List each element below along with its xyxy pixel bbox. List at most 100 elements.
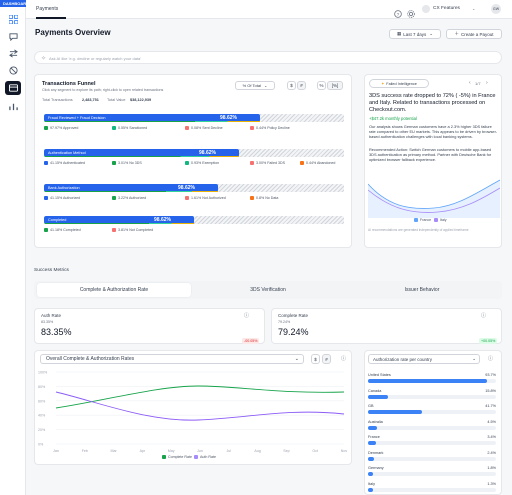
funnel-stage-track[interactable]	[44, 184, 344, 192]
rates-chart-select[interactable]: Overall Complete & Authorization Rates ⌄	[40, 354, 304, 364]
country-name: France	[368, 435, 380, 439]
svg-text:?: ?	[397, 12, 400, 18]
y-tick-label: 100%	[38, 371, 48, 375]
funnel-stage-item[interactable]: 97.97% Approved	[44, 126, 78, 131]
funnel-stage-item[interactable]: 41.15% Authenticated	[44, 161, 85, 166]
rates-toggle-count[interactable]: #	[322, 354, 331, 364]
ask-ai-input[interactable]: ✧ Ask AI like 'e.g. decline or regularly…	[34, 51, 502, 64]
tab-payments[interactable]: Payments	[36, 6, 59, 12]
auth-rate-delta: -00.05%	[242, 338, 260, 344]
funnel-stage-item-label: 3.00% Failed 3DS	[256, 161, 285, 165]
funnel-stage-item[interactable]: 0.55% Sanctioned	[112, 126, 147, 131]
help-icon[interactable]: ?	[394, 5, 402, 18]
legend-swatch	[44, 196, 48, 201]
funnel-stage-percent: 98.62%	[178, 185, 195, 191]
country-value: 15.8%	[485, 388, 496, 393]
toggle-percent[interactable]: %	[317, 81, 326, 90]
funnel-mode-select[interactable]: % Of Total ⌄	[235, 81, 275, 90]
country-row[interactable]: United States 93.7%	[368, 373, 496, 385]
y-tick-label: 40%	[38, 414, 46, 418]
settings-icon[interactable]	[407, 5, 415, 18]
tab-issuer-behavior[interactable]: Issuer Behavior	[404, 287, 440, 293]
funnel-stage-strip	[44, 190, 218, 192]
country-row[interactable]: Canada 15.8%	[368, 389, 496, 401]
next-icon[interactable]: ›	[486, 80, 488, 86]
create-payout-button[interactable]: ＋ Create a Payout	[446, 29, 502, 39]
country-row[interactable]: Italy 1.3%	[368, 482, 496, 494]
funnel-stage-item[interactable]: 0.08% Sent Decline	[185, 126, 223, 131]
intel-pager: 1/7	[475, 81, 481, 86]
country-name: Italy	[368, 481, 375, 486]
toggle-count[interactable]: #	[297, 81, 306, 90]
funnel-stage-item[interactable]: 3.01% No 3DS	[112, 161, 142, 166]
country-row[interactable]: GB 41.7%	[368, 404, 496, 416]
toggle-dollar[interactable]: $	[287, 81, 296, 90]
auth-rate-card	[34, 308, 265, 344]
legend-swatch	[185, 161, 189, 166]
transfer-icon[interactable]	[7, 47, 19, 59]
payments-icon[interactable]	[5, 81, 21, 95]
y-tick-label: 80%	[38, 385, 46, 389]
country-bar	[368, 425, 377, 430]
legend-swatch	[185, 196, 189, 201]
tab-complete-authorization[interactable]: Complete & Authorization Rate	[37, 283, 191, 297]
x-tick-label: Oct	[312, 449, 318, 453]
complete-rate-label: Complete Rate	[278, 313, 309, 318]
total-value-label: Total Value	[107, 98, 126, 102]
funnel-stage-item[interactable]: 0.44% Abandoned	[300, 161, 335, 166]
prev-icon[interactable]: ‹	[469, 80, 471, 86]
funnel-stage-item[interactable]: 3.00% Failed 3DS	[250, 161, 285, 166]
chat-icon[interactable]	[7, 30, 19, 42]
complete-rate-sub: 79.24%	[278, 320, 291, 324]
country-row[interactable]: Australia 4.5%	[368, 420, 496, 432]
tab-3ds-verification[interactable]: 3DS Verification	[250, 287, 286, 293]
funnel-stage-item[interactable]: 3.81% Not Completed	[112, 228, 153, 233]
country-row[interactable]: France 3.4%	[368, 435, 496, 447]
avatar[interactable]: GW	[491, 4, 501, 14]
country-bar	[368, 472, 374, 476]
funnel-stage-item[interactable]: 0.8% No Data	[250, 196, 278, 201]
chart-icon[interactable]	[7, 100, 19, 112]
chevron-down-icon: ⌄	[472, 356, 476, 361]
info-icon[interactable]: ⓘ	[488, 356, 494, 362]
info-icon[interactable]: ⓘ	[481, 313, 487, 319]
toggle-percent-of[interactable]: [%]	[327, 81, 343, 90]
funnel-stage-item[interactable]: 41.15% Authorized	[44, 196, 80, 201]
funnel-stage-item[interactable]: 41.18% Completed	[44, 228, 81, 233]
funnel-stage-item[interactable]: 3.22% Authorized	[112, 196, 146, 201]
chevron-down-icon[interactable]: ⌄	[472, 6, 476, 11]
country-select[interactable]: Authorization rate per country ⌄	[368, 354, 480, 364]
intel-potential: +$47.2k monthly potential	[369, 116, 417, 121]
legend-swatch	[112, 196, 116, 201]
funnel-stage-track[interactable]	[44, 149, 344, 157]
date-range-select[interactable]: ▦ Last 7 days ⌄	[389, 29, 441, 39]
legend-swatch	[185, 126, 189, 131]
info-icon[interactable]: ⓘ	[341, 356, 347, 362]
funnel-stage-item[interactable]: 0.44% Policy Decline	[250, 126, 290, 131]
chevron-down-icon: ⌄	[429, 31, 434, 36]
total-transactions-value: 2,483,751	[82, 98, 99, 102]
funnel-stage-percent: 98.62%	[199, 150, 216, 156]
country-value: 3.4%	[487, 435, 496, 439]
success-metrics-title: Success Metrics	[34, 268, 69, 273]
rates-chart-card	[34, 350, 352, 465]
country-row[interactable]: Germany 1.8%	[368, 466, 496, 478]
legend-swatch	[112, 161, 116, 166]
intel-mini-chart	[368, 179, 500, 218]
funnel-stage-name: Authentication Method	[48, 150, 86, 155]
country-value: 4.5%	[487, 419, 496, 424]
funnel-stage-item[interactable]: 1.61% Not Authorized	[185, 196, 226, 201]
funnel-stage-name: Completed	[48, 217, 67, 222]
country-name: Denmark	[368, 450, 384, 455]
country-row[interactable]: Denmark 2.4%	[368, 451, 496, 463]
funnel-stage-track[interactable]	[44, 114, 344, 122]
country-name: Germany	[368, 466, 384, 470]
funnel-stage-item[interactable]: 0.93% Exemption	[185, 161, 219, 166]
country-value: 93.7%	[485, 373, 496, 377]
rates-toggle-dollar[interactable]: $	[311, 354, 320, 364]
funnel-stage-track[interactable]	[44, 216, 344, 224]
ban-icon[interactable]	[7, 64, 19, 76]
features-selector[interactable]: CX Features	[433, 6, 460, 11]
grid-icon[interactable]	[7, 13, 19, 25]
info-icon[interactable]: ⓘ	[244, 313, 250, 319]
